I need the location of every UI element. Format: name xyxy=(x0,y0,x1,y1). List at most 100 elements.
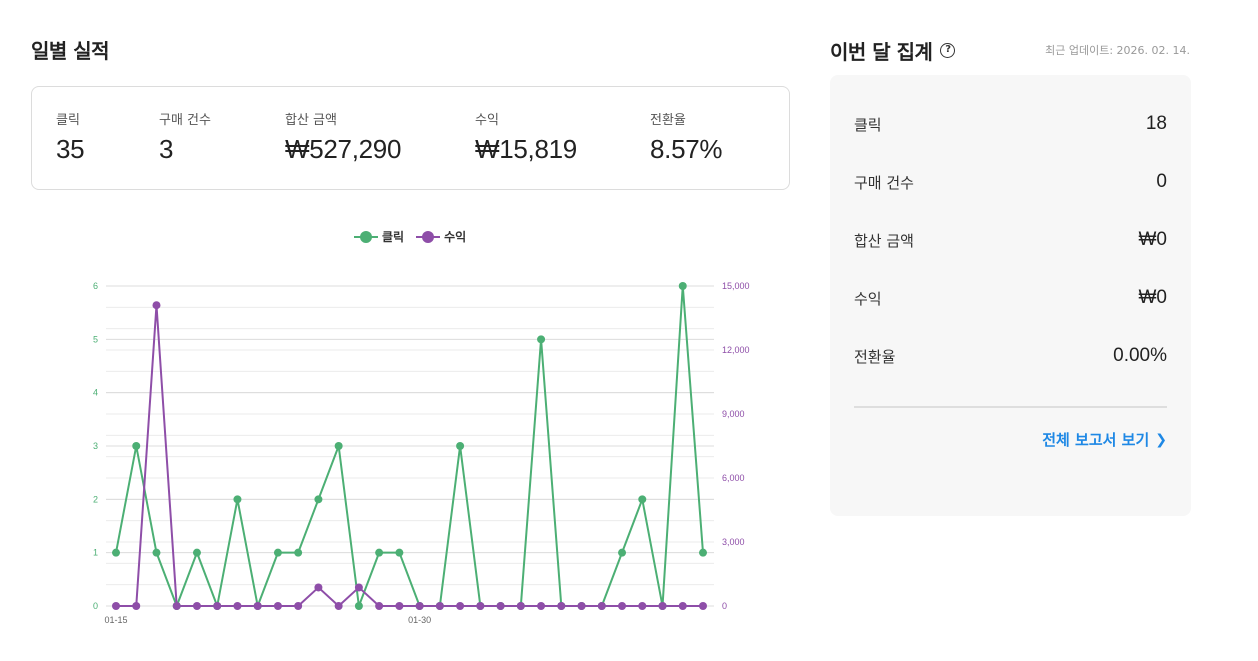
monthly-row-value: ₩0 xyxy=(1138,287,1168,308)
series-line-clicks xyxy=(115,285,704,607)
y-left-tick-label: 6 xyxy=(93,281,98,291)
monthly-row-value: 18 xyxy=(1145,113,1167,134)
monthly-summary-header: 이번 달 집계 ? xyxy=(830,36,956,65)
data-point-clicks xyxy=(112,548,120,557)
question-circle-icon[interactable]: ? xyxy=(940,43,956,58)
data-point-clicks xyxy=(132,442,141,450)
legend-label: 수익 xyxy=(444,230,467,244)
data-point-revenue xyxy=(334,602,343,610)
monthly-summary-title: 이번 달 집계 xyxy=(830,40,933,64)
monthly-row-label: 전환율 xyxy=(854,347,896,366)
full-report-link-label: 전체 보고서 보기 xyxy=(1042,431,1150,449)
full-report-link[interactable]: 전체 보고서 보기 ❯ xyxy=(1042,429,1167,450)
x-tick-label: 01-15 xyxy=(104,615,127,625)
data-point-clicks xyxy=(233,495,242,504)
data-point-revenue xyxy=(415,602,424,610)
y-left-tick-label: 2 xyxy=(93,494,98,504)
data-point-clicks xyxy=(192,548,201,557)
data-point-clicks xyxy=(334,442,343,450)
data-point-clicks xyxy=(314,495,323,504)
data-point-revenue xyxy=(638,602,647,610)
y-left-tick-label: 4 xyxy=(93,388,98,398)
data-point-revenue xyxy=(273,602,282,610)
monthly-row-label: 수익 xyxy=(854,289,882,308)
data-point-revenue xyxy=(395,602,404,610)
y-right-tick-label: 9,000 xyxy=(722,409,745,419)
y-left-tick-label: 5 xyxy=(93,334,98,344)
stat-label: 전환율 xyxy=(650,113,686,128)
data-point-clicks xyxy=(699,548,707,557)
data-point-revenue xyxy=(597,602,606,610)
monthly-row-label: 클릭 xyxy=(854,115,882,134)
monthly-row-label: 합산 금액 xyxy=(854,231,914,250)
y-right-tick-label: 0 xyxy=(722,601,727,611)
legend-item-revenue[interactable]: 수익 xyxy=(416,228,466,245)
data-point-revenue xyxy=(354,583,363,592)
stat-revenue: 수익 ₩15,819 xyxy=(475,109,577,165)
data-point-revenue xyxy=(132,602,141,610)
y-right-tick-label: 12,000 xyxy=(722,345,750,355)
data-point-clicks xyxy=(678,282,687,290)
chevron-right-icon: ❯ xyxy=(1155,431,1167,448)
data-point-revenue xyxy=(314,583,323,592)
data-point-revenue xyxy=(658,602,667,610)
y-right-tick-label: 3,000 xyxy=(722,537,745,547)
monthly-row-value: 0 xyxy=(1156,171,1167,192)
monthly-summary-card: 클릭 18 구매 건수 0 합산 금액 ₩0 수익 ₩0 전환율 0.00% 전… xyxy=(830,75,1191,516)
stat-label: 구매 건수 xyxy=(159,113,211,128)
data-point-revenue xyxy=(172,602,181,610)
legend-item-clicks[interactable]: 클릭 xyxy=(354,228,404,245)
stat-value: 8.57% xyxy=(650,134,723,164)
legend-label: 클릭 xyxy=(382,230,405,244)
y-right-tick-label: 6,000 xyxy=(722,473,745,483)
data-point-revenue xyxy=(618,602,627,610)
data-point-clicks xyxy=(618,548,627,557)
data-point-revenue xyxy=(294,602,303,610)
chart-legend: 클릭 수익 xyxy=(354,228,466,245)
monthly-row-total-amount: 합산 금액 ₩0 xyxy=(854,229,1167,251)
stat-total-amount: 합산 금액 ₩527,290 xyxy=(285,109,401,165)
divider xyxy=(854,406,1167,408)
data-point-revenue xyxy=(577,602,586,610)
y-left-tick-label: 1 xyxy=(93,548,98,558)
stat-value: ₩527,290 xyxy=(285,134,402,164)
data-point-clicks xyxy=(354,602,363,610)
stat-label: 클릭 xyxy=(56,113,80,128)
data-point-revenue xyxy=(112,602,120,610)
legend-swatch-clicks xyxy=(354,230,378,243)
data-point-revenue xyxy=(496,602,505,610)
stat-label: 합산 금액 xyxy=(285,113,337,128)
data-point-revenue xyxy=(152,301,161,310)
data-point-revenue xyxy=(699,602,707,610)
daily-stats-card: 클릭 35 구매 건수 3 합산 금액 ₩527,290 수익 ₩15,819 … xyxy=(31,86,790,190)
legend-swatch-revenue xyxy=(416,230,441,243)
monthly-row-value: ₩0 xyxy=(1138,229,1168,250)
data-point-clicks xyxy=(537,335,546,344)
stat-clicks: 클릭 35 xyxy=(56,109,85,165)
monthly-row-label: 구매 건수 xyxy=(854,173,914,192)
data-point-revenue xyxy=(537,602,546,610)
stat-value: ₩15,819 xyxy=(475,134,577,164)
data-point-revenue xyxy=(557,602,566,610)
data-point-revenue xyxy=(253,602,262,610)
stat-value: 3 xyxy=(159,134,174,164)
stat-value: 35 xyxy=(56,134,85,164)
data-point-clicks xyxy=(456,442,465,450)
data-point-revenue xyxy=(456,602,465,610)
stat-label: 수익 xyxy=(475,113,499,128)
monthly-row-revenue: 수익 ₩0 xyxy=(854,287,1167,309)
data-point-revenue xyxy=(435,602,444,610)
monthly-row-purchases: 구매 건수 0 xyxy=(854,171,1167,193)
data-point-clicks xyxy=(638,495,647,504)
daily-performance-title: 일별 실적 xyxy=(31,39,110,63)
monthly-row-value: 0.00% xyxy=(1113,345,1167,366)
stat-purchases: 구매 건수 3 xyxy=(159,109,211,165)
x-tick-label: 01-30 xyxy=(408,615,431,625)
daily-line-chart: 0 1 2 3 4 5 6 0 3,000 6,000 9,000 12,000 15,000 01-15… xyxy=(93,281,750,625)
last-updated-text: 최근 업데이트: 2026. 02. 14. xyxy=(1045,44,1190,57)
data-point-revenue xyxy=(233,602,242,610)
data-point-clicks xyxy=(273,548,282,557)
y-right-tick-label: 15,000 xyxy=(722,281,750,291)
data-point-revenue xyxy=(678,602,687,610)
